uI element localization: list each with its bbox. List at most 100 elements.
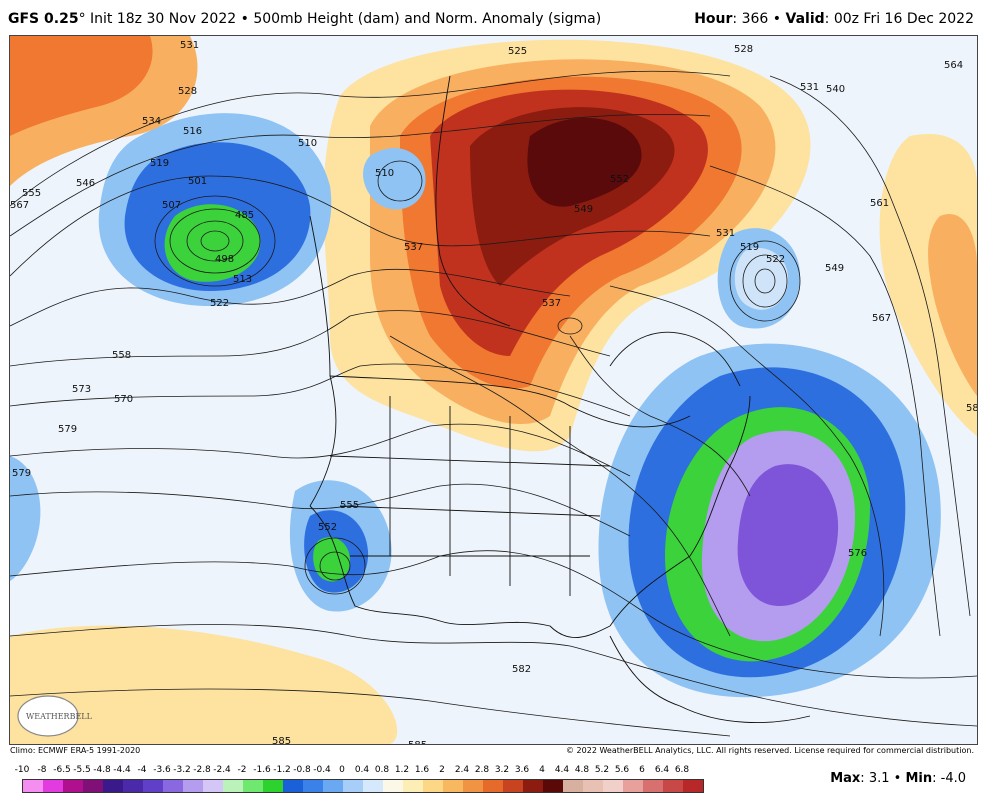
colorbar-swatch: [423, 780, 443, 792]
hour-label: Hour: [694, 11, 733, 27]
map-canvas: 531 528 534 546 519 516 501 507 498 485 …: [10, 36, 977, 744]
colorbar-swatch: [143, 780, 163, 792]
degree-symbol: °: [78, 11, 86, 27]
max-min-readout: Max: 3.1 • Min: -4.0: [830, 771, 966, 786]
colorbar-swatch: [383, 780, 403, 792]
colorbar-tick-label: -0.4: [313, 765, 331, 775]
contour-label: 519: [150, 158, 169, 169]
copyright-note: © 2022 WeatherBELL Analytics, LLC. All r…: [566, 746, 974, 755]
positive-anomaly-southwest: [10, 625, 398, 744]
contour-label: 549: [825, 263, 844, 274]
colorbar-swatch: [543, 780, 563, 792]
colorbar-tick-label: 2.8: [474, 765, 490, 775]
contour-labels: 531 528 534 546 519 516 501 507 498 485 …: [10, 40, 977, 744]
bullet-sep: •: [240, 11, 249, 27]
colorbar-swatch: [43, 780, 63, 792]
colorbar-swatch: [223, 780, 243, 792]
colorbar-swatch: [363, 780, 383, 792]
contour-label: 522: [210, 298, 229, 309]
colorbar-tick-label: 6.8: [674, 765, 690, 775]
positive-anomaly-east: [879, 134, 977, 436]
contour-label: 537: [404, 242, 423, 253]
contour-label: 485: [235, 210, 254, 221]
contour-label: 507: [162, 200, 181, 211]
contour-label: 498: [215, 254, 234, 265]
contour-label: 519: [740, 242, 759, 253]
colorbar-tick-label: -0.8: [293, 765, 311, 775]
forecast-map: 531 528 534 546 519 516 501 507 498 485 …: [9, 35, 978, 745]
contour-label: 513: [233, 274, 252, 285]
colorbar-swatch: [623, 780, 643, 792]
positive-anomaly-canada: [323, 39, 811, 452]
colorbar-tick-label: -4: [137, 765, 147, 775]
climo-note: Climo: ECMWF ERA-5 1991-2020: [10, 746, 141, 755]
contour-label: 528: [178, 86, 197, 97]
colorbar-tick-label: 4.4: [554, 765, 570, 775]
contour-label: 540: [826, 84, 845, 95]
colorbar-swatch: [283, 780, 303, 792]
contour-label: 555: [340, 500, 359, 511]
colorbar-swatch: [583, 780, 603, 792]
colorbar-swatch: [303, 780, 323, 792]
header-title: GFS 0.25° Init 18z 30 Nov 2022 • 500mb H…: [8, 11, 601, 27]
contour-label: 567: [872, 313, 891, 324]
field-description: 500mb Height (dam) and Norm. Anomaly (si…: [253, 11, 602, 27]
contour-label: 516: [183, 126, 202, 137]
min-value: -4.0: [940, 771, 966, 786]
colorbar-tick-label: -2.4: [213, 765, 231, 775]
colorbar-tick-label: 0.4: [354, 765, 370, 775]
colorbar-swatch: [683, 780, 703, 792]
colorbar-swatch: [463, 780, 483, 792]
colorbar-tick-label: 4.8: [574, 765, 590, 775]
contour-label: 585: [408, 740, 427, 744]
colorbar-swatch: [443, 780, 463, 792]
colorbar-swatch: [103, 780, 123, 792]
colorbar-swatch: [203, 780, 223, 792]
contour-label: 546: [76, 178, 95, 189]
colorbar-tick-label: 0.8: [374, 765, 390, 775]
contour-label: 561: [870, 198, 889, 209]
colorbar-swatch: [243, 780, 263, 792]
colorbar-tick-label: -4.4: [113, 765, 131, 775]
contour-label: 510: [375, 168, 394, 179]
colorbar-tick-label: -3.2: [173, 765, 191, 775]
colorbar-swatch: [63, 780, 83, 792]
colorbar-tick-label: -1.2: [273, 765, 291, 775]
contour-label: 555: [22, 188, 41, 199]
colorbar-swatch: [123, 780, 143, 792]
contour-label: 558: [112, 350, 131, 361]
negative-anomaly-newfoundland: [717, 228, 800, 329]
contour-label: 585: [272, 736, 291, 744]
colorbar-tick-label: 6.4: [654, 765, 670, 775]
hour-value: 366: [741, 11, 769, 27]
bullet-sep-2: •: [772, 11, 782, 27]
min-label: Min: [905, 771, 933, 786]
colorbar-tick-label: 5.6: [614, 765, 630, 775]
contour-label: 585: [966, 403, 977, 414]
colorbar-swatch: [183, 780, 203, 792]
contour-label: 531: [800, 82, 819, 93]
colorbar-tick-label: -5.5: [73, 765, 91, 775]
model-name: GFS 0.25: [8, 11, 79, 27]
colorbar-tick-label: -2: [237, 765, 247, 775]
contour-label: 582: [512, 664, 531, 675]
contour-label: 501: [188, 176, 207, 187]
colorbar-tick-label: 3.6: [514, 765, 530, 775]
contour-label: 531: [716, 228, 735, 239]
max-label: Max: [830, 771, 861, 786]
colorbar-swatch: [403, 780, 423, 792]
colorbar-swatch: [503, 780, 523, 792]
colorbar-swatch: [343, 780, 363, 792]
colorbar-swatch: [563, 780, 583, 792]
weatherbell-logo: WEATHERBELL: [17, 695, 93, 737]
colorbar-swatch: [23, 780, 43, 792]
contour-label: 525: [508, 46, 527, 57]
header-valid: Hour: 366 • Valid: 00z Fri 16 Dec 2022: [694, 11, 974, 27]
colorbar-tick-label: -4.8: [93, 765, 111, 775]
colorbar-tick-label: -8: [37, 765, 47, 775]
colorbar-swatch: [263, 780, 283, 792]
init-time: Init 18z 30 Nov 2022: [90, 11, 237, 27]
colorbar-tick-label: 1.6: [414, 765, 430, 775]
contour-label: 537: [542, 298, 561, 309]
colorbar-tick-label: 3.2: [494, 765, 510, 775]
